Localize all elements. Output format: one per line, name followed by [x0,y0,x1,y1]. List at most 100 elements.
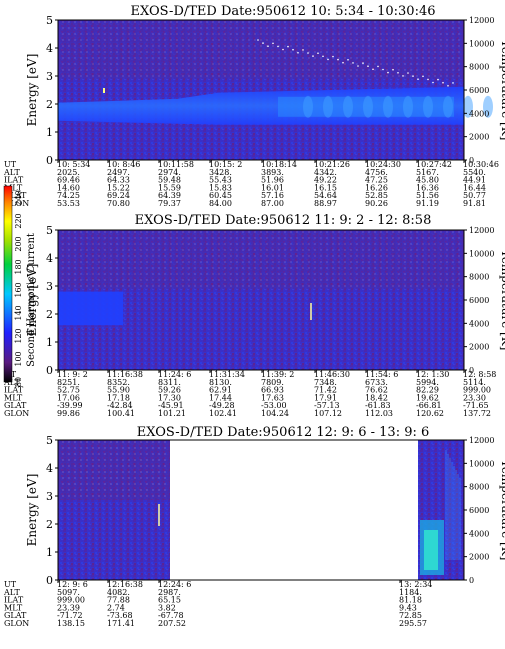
y-tick-label: 5 [46,224,53,237]
table-cell: 999.00 [57,596,85,605]
table-cell: -71.72 [57,611,83,620]
temperature-dot [297,52,299,54]
colorbar-tick-label: 160 [14,282,23,297]
y-tick-label: 1 [46,546,53,559]
row-label-glon: GLON [4,619,29,628]
row-label-glon: GLON [4,199,29,208]
y2-tick-label: 0 [469,366,474,375]
table-cell: 8311. [158,378,181,387]
table-cell: 5114. [463,378,486,387]
table-cell: 69.24 [107,191,130,200]
table-cell: 100.41 [107,409,135,418]
table-cell: 57.16 [261,191,284,200]
table-cell: 16.44 [463,183,486,192]
row-label-mlt: MLT [4,183,23,192]
temperature-dot [312,55,314,57]
table-cell: 15.22 [107,183,130,192]
data-blob [423,95,433,118]
temperature-dot [357,65,359,67]
temperature-dot [352,62,354,64]
panel-title: EXOS-D/TED Date:950612 10: 5:34 - 10:30:… [131,4,436,19]
y2-tick-label: 8000 [469,63,489,72]
table-cell: 50.77 [463,191,486,200]
y-tick-label: 4 [46,252,53,265]
table-cell: 52.85 [365,191,388,200]
table-cell: 295.57 [399,619,427,628]
table-cell: -42.84 [107,401,133,410]
y-tick-label: 5 [46,434,53,447]
table-cell: 5540. [463,168,486,177]
temperature-dot [397,72,399,74]
data-blob [383,95,393,118]
table-cell: 82.29 [416,386,439,395]
table-cell: 23.39 [57,603,80,612]
temperature-dot [452,82,454,84]
temperature-dot [442,81,444,84]
temperature-dot [282,48,284,51]
table-cell: 8251. [57,378,80,387]
row-label-alt: ALT [3,378,20,387]
y-tick-label: 1 [46,336,53,349]
table-cell: -71.65 [463,401,489,410]
y2-tick-label: 2000 [469,553,489,562]
table-cell: 51.56 [416,191,439,200]
table-cell: 10:21:26 [314,160,350,169]
table-cell: 62.91 [209,386,232,395]
table-cell: 8130. [209,378,232,387]
table-cell: 10:30:46 [463,160,499,169]
table-cell: 12: 8:58 [463,370,496,379]
data-blob [443,95,453,118]
table-cell: 4756. [365,168,388,177]
table-cell: -39.99 [57,401,83,410]
data-band [58,291,123,326]
table-cell: 12:24: 6 [158,580,191,589]
row-label-ilat: ILAT [4,596,24,605]
table-cell: 101.21 [158,409,186,418]
table-cell: 47.25 [365,176,388,185]
temperature-dot [382,68,384,71]
table-cell: 91.19 [416,199,439,208]
temperature-dot [322,55,324,58]
table-cell: 11:46:30 [314,370,350,379]
data-blob [403,95,413,118]
table-cell: 99.86 [57,409,80,418]
temperature-dot [417,78,419,80]
table-cell: 10:27:42 [416,160,452,169]
table-cell: 13: 2:34 [399,580,432,589]
temperature-dot [362,62,364,64]
table-cell: 999.00 [463,386,491,395]
row-label-alt: ALT [3,168,20,177]
table-cell: 7348. [314,378,337,387]
temperature-dot [392,68,394,71]
y2-tick-label: 12000 [469,16,494,25]
table-cell: 45.80 [416,176,439,185]
table-cell: 88.97 [314,199,337,208]
y2-axis-label: Temperature [K] [499,460,505,561]
table-cell: 79.37 [158,199,181,208]
table-cell: 10: 5:34 [57,160,90,169]
temperature-dot [327,58,329,61]
y-tick-label: 3 [46,70,53,83]
table-cell: 16.01 [261,183,284,192]
y-tick-label: 4 [46,462,53,475]
table-cell: 90.26 [365,199,388,208]
table-cell: 207.52 [158,619,186,628]
table-cell: 12: 1:30 [416,370,449,379]
data-blob [303,95,313,118]
row-label-ut: UT [4,580,17,589]
colorbar-scale [3,185,13,383]
panel-title: EXOS-D/TED Date:950612 11: 9: 2 - 12: 8:… [135,213,432,228]
table-cell: 2497. [107,168,130,177]
table-cell: 64.39 [158,191,181,200]
temperature-dot [272,42,274,45]
y2-tick-label: 2000 [469,343,489,352]
colorbar-tick-label: 200 [14,236,23,251]
table-cell: -45.91 [158,401,184,410]
table-cell: 49.22 [314,176,337,185]
table-cell: 69.46 [57,176,80,185]
data-blob [363,95,373,118]
table-cell: 17.91 [314,393,337,402]
colorbar-tick-label: 80 [14,377,23,387]
temperature-dot [347,59,349,61]
colorbar-label: Second Harmonic Current [26,233,37,367]
